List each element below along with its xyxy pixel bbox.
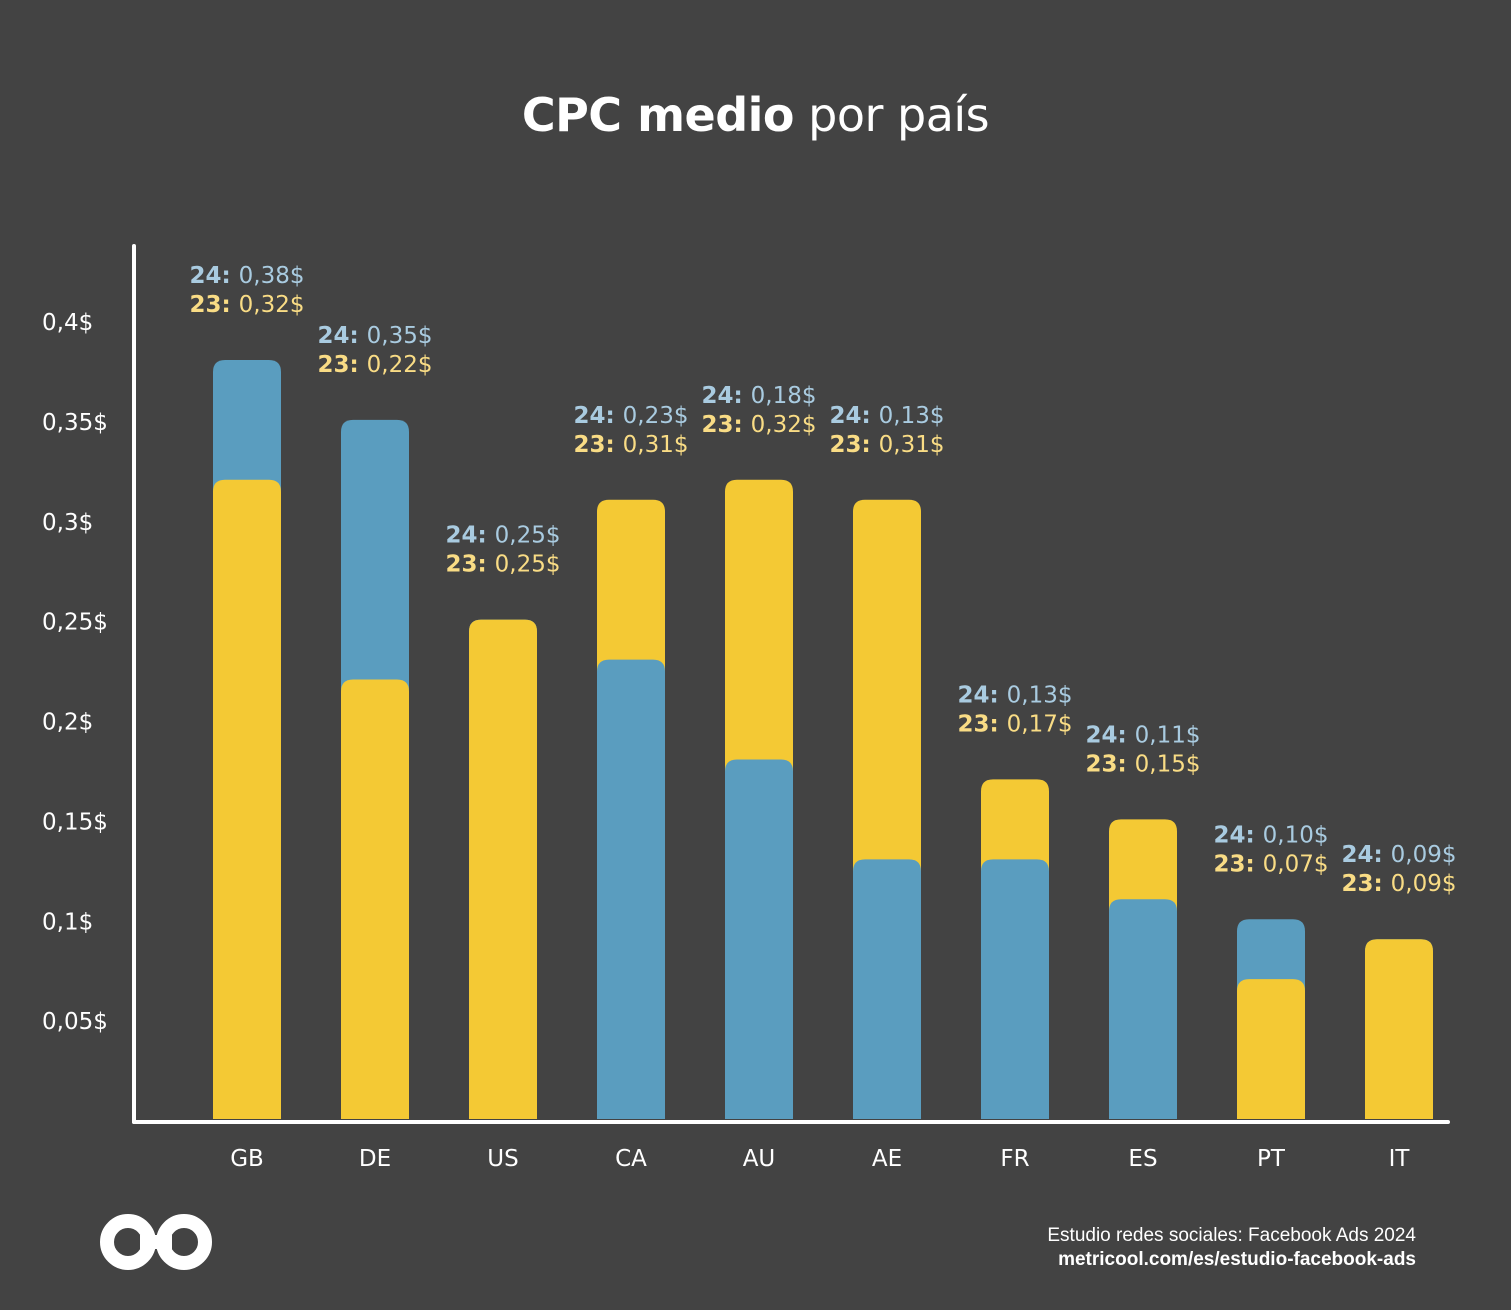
y-tick-label: 0,15$ [42,809,108,835]
x-tick-label: IT [1389,1146,1411,1172]
bar-23-us [469,619,537,1119]
chart-title-light: por país [808,88,990,142]
bar-23-de [341,679,409,1119]
y-tick-label: 0,4$ [42,310,93,336]
x-tick-label: DE [359,1146,391,1172]
x-tick-label: GB [230,1146,264,1172]
source-line: Estudio redes sociales: Facebook Ads 202… [1047,1225,1416,1246]
x-tick-label: PT [1257,1146,1286,1172]
value-label-23-es: 23: 0,15$ [1085,751,1200,777]
y-tick-label: 0,25$ [42,610,108,636]
x-tick-label: US [487,1146,518,1172]
y-tick-label: 0,1$ [42,909,93,935]
x-tick-label: AE [872,1146,902,1172]
logo-bridge [140,1235,172,1249]
x-tick-label: CA [615,1146,647,1172]
bar-23-it [1365,939,1433,1119]
value-label-24-fr: 24: 0,13$ [957,682,1072,708]
value-label-23-au: 23: 0,32$ [701,412,816,438]
metricool-infinity-logo [100,1214,212,1270]
value-label-24-us: 24: 0,25$ [445,523,560,549]
bar-23-gb [213,479,281,1119]
source-url[interactable]: metricool.com/es/estudio-facebook-ads [1058,1249,1416,1270]
value-label-24-au: 24: 0,18$ [701,383,816,409]
value-label-23-gb: 23: 0,32$ [189,292,304,318]
bar-24-es [1109,899,1177,1119]
value-label-23-pt: 23: 0,07$ [1213,851,1328,877]
value-label-23-fr: 23: 0,17$ [957,711,1072,737]
value-label-23-it: 23: 0,09$ [1341,871,1456,897]
value-label-24-it: 24: 0,09$ [1341,842,1456,868]
y-tick-label: 0,05$ [42,1009,108,1035]
value-label-24-ca: 24: 0,23$ [573,403,688,429]
bar-24-ae [853,859,921,1119]
y-tick-label: 0,35$ [42,410,108,436]
x-tick-label: FR [1000,1146,1029,1172]
bar-24-ca [597,659,665,1119]
value-label-24-gb: 24: 0,38$ [189,263,304,289]
value-label-24-pt: 24: 0,10$ [1213,822,1328,848]
value-label-24-ae: 24: 0,13$ [829,403,944,429]
value-label-23-de: 23: 0,22$ [317,352,432,378]
value-label-24-es: 24: 0,11$ [1085,722,1200,748]
chart-title: CPC medio por país [0,88,1511,142]
value-label-23-us: 23: 0,25$ [445,552,560,578]
value-label-24-de: 24: 0,35$ [317,323,432,349]
source-credit: Estudio redes sociales: Facebook Ads 202… [1047,1224,1416,1272]
value-label-23-ca: 23: 0,31$ [573,432,688,458]
x-tick-label: AU [743,1146,776,1172]
chart-title-bold: CPC medio [521,88,795,142]
y-tick-label: 0,3$ [42,510,93,536]
value-label-23-ae: 23: 0,31$ [829,432,944,458]
bar-24-au [725,759,793,1119]
x-tick-label: ES [1128,1146,1157,1172]
bar-23-pt [1237,979,1305,1119]
y-tick-label: 0,2$ [42,710,93,736]
bar-24-fr [981,859,1049,1119]
